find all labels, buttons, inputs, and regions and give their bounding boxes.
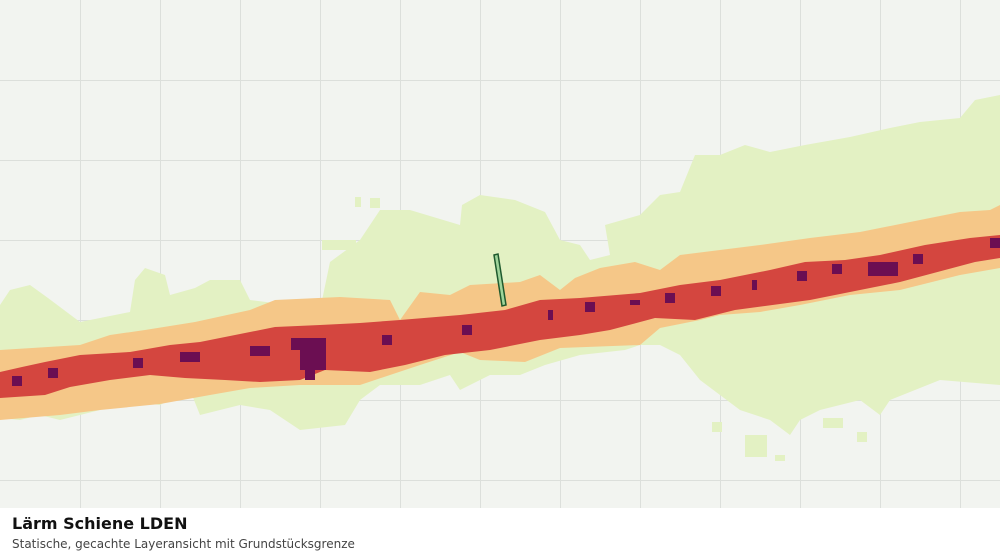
parcel-boundary	[493, 253, 507, 307]
caption: Lärm Schiene LDEN Statische, gecachte La…	[0, 508, 1000, 560]
map	[0, 0, 1000, 508]
noise-zone-high	[0, 235, 1000, 398]
map-title: Lärm Schiene LDEN	[12, 514, 188, 533]
map-subtitle: Statische, gecachte Layeransicht mit Gru…	[12, 537, 355, 551]
noise-zone-very-high	[12, 238, 1000, 386]
